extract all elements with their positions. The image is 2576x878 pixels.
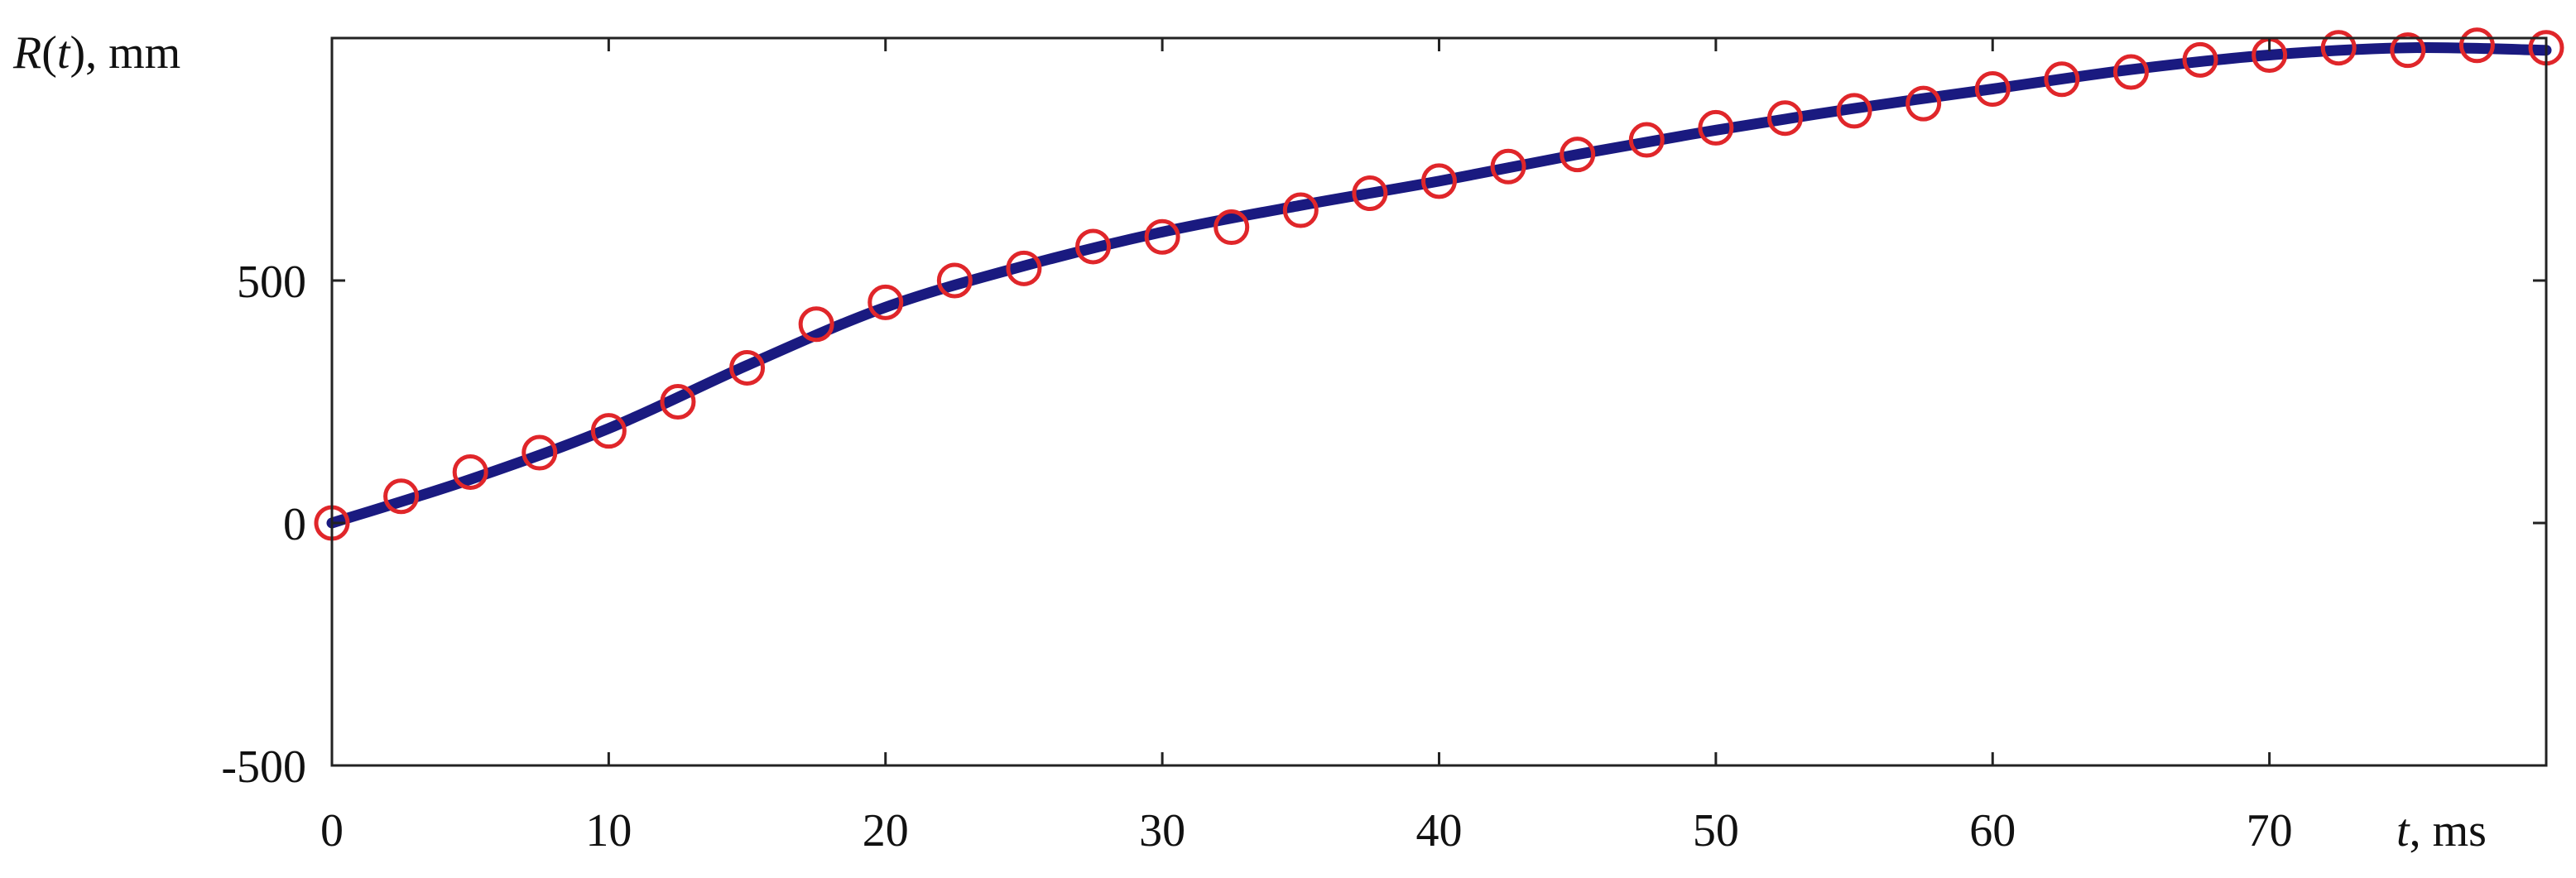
marker-layer bbox=[314, 27, 2564, 541]
data-point-marker bbox=[1836, 93, 1872, 129]
data-point-marker bbox=[1144, 218, 1180, 255]
tick-layer: 0 10 20 30 40 50 60 70 -500 0 500 bbox=[221, 38, 2546, 856]
x-axis-var: t bbox=[2396, 805, 2410, 856]
data-point-marker bbox=[2390, 32, 2426, 69]
data-point-marker bbox=[1766, 100, 1803, 137]
x-tick-label: 30 bbox=[1139, 805, 1185, 856]
y-axis-close: ) bbox=[70, 27, 85, 79]
data-point-marker bbox=[2112, 54, 2149, 90]
data-point-marker bbox=[2458, 27, 2495, 64]
x-tick-label: 40 bbox=[1416, 805, 1463, 856]
x-tick-label: 50 bbox=[1693, 805, 1739, 856]
data-point-marker bbox=[1698, 109, 1734, 146]
data-point-marker bbox=[1282, 192, 1319, 228]
data-point-marker bbox=[1974, 71, 2011, 108]
y-axis-unit: , mm bbox=[85, 27, 180, 79]
x-tick-label: 60 bbox=[1969, 805, 2016, 856]
x-axis-label: t, ms bbox=[2396, 805, 2487, 856]
data-point-marker bbox=[1490, 148, 1526, 185]
data-point-marker bbox=[452, 453, 488, 490]
data-point-marker bbox=[1075, 228, 1112, 265]
y-axis-var: R bbox=[12, 27, 41, 79]
x-tick-label: 20 bbox=[863, 805, 909, 856]
y-axis-label: R(t), mm bbox=[12, 27, 180, 79]
y-tick-label: 0 bbox=[283, 499, 306, 550]
data-point-marker bbox=[798, 306, 834, 343]
data-point-marker bbox=[729, 349, 766, 386]
data-point-marker bbox=[1628, 122, 1665, 158]
y-axis-arg: t bbox=[57, 27, 71, 79]
data-point-marker bbox=[383, 478, 420, 515]
data-point-marker bbox=[2182, 41, 2218, 78]
data-point-marker bbox=[1006, 250, 1042, 286]
y-tick-label: 500 bbox=[237, 257, 306, 308]
data-point-marker bbox=[1560, 137, 1596, 173]
x-tick-label: 70 bbox=[2247, 805, 2293, 856]
data-point-marker bbox=[660, 384, 696, 420]
data-point-marker bbox=[2044, 61, 2080, 98]
x-tick-label: 10 bbox=[585, 805, 632, 856]
x-axis-unit: , ms bbox=[2410, 805, 2487, 856]
x-tick-label: 0 bbox=[320, 805, 344, 856]
data-point-marker bbox=[867, 284, 904, 320]
data-point-marker bbox=[2320, 30, 2357, 66]
data-point-marker bbox=[1906, 85, 1942, 122]
data-point-marker bbox=[1421, 163, 1457, 199]
data-point-marker bbox=[521, 434, 558, 471]
y-tick-label: -500 bbox=[221, 741, 306, 793]
data-point-marker bbox=[936, 262, 973, 299]
data-point-marker bbox=[1214, 209, 1250, 246]
y-axis-open: ( bbox=[41, 27, 57, 79]
data-point-marker bbox=[590, 413, 627, 449]
data-point-marker bbox=[1352, 175, 1388, 212]
